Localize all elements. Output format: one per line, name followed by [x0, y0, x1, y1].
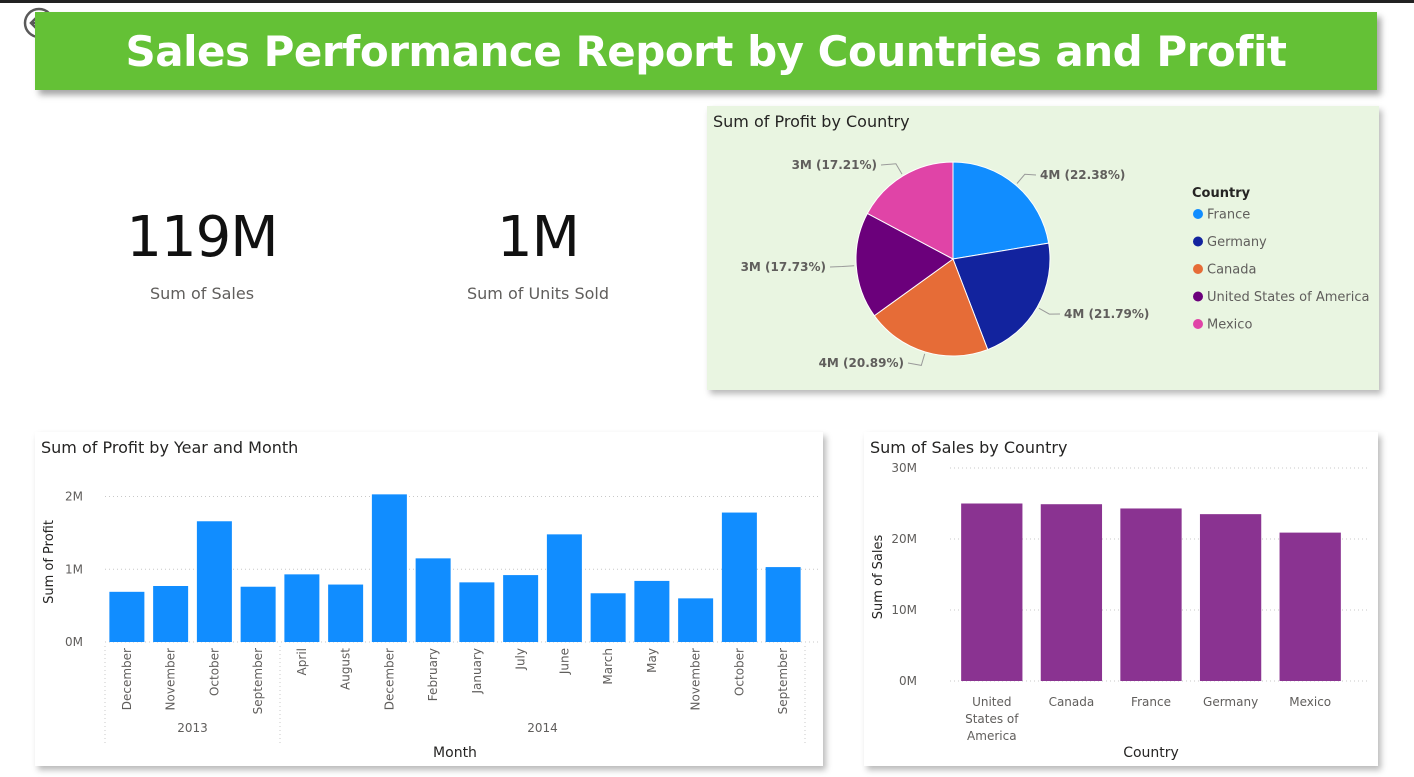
- x-tick-label: September: [251, 648, 265, 714]
- bar: [1120, 508, 1182, 681]
- kpi-value: 119M: [126, 205, 278, 270]
- bar: [1040, 504, 1103, 681]
- profit-by-country-card[interactable]: Sum of Profit by Country 4M (22.38%) 4M (…: [707, 106, 1379, 390]
- x-tick-label: December: [120, 648, 134, 710]
- pie-slice: [952, 242, 1051, 351]
- legend-marker: [1193, 319, 1203, 329]
- leader-line: [1016, 173, 1037, 184]
- page-title: Sales Performance Report by Countries an…: [125, 26, 1287, 76]
- data-label: 4M (20.89%): [819, 356, 904, 370]
- y-tick-label: 1M: [65, 562, 83, 576]
- legend-item: Canada: [1207, 263, 1256, 278]
- x-tick-label: October: [732, 648, 746, 696]
- x-axis-title: Country: [1123, 745, 1179, 761]
- pie-slice: [952, 161, 1050, 260]
- bar-chart: 0M 1M 2M Sum of Profit December November Octob…: [42, 490, 820, 761]
- legend-marker: [1193, 264, 1203, 274]
- data-label: 3M (17.73%): [741, 260, 826, 274]
- x-tick-label: April: [295, 648, 309, 675]
- y-tick-label: 20M: [891, 532, 917, 546]
- x-tick-label: December: [382, 648, 396, 710]
- bar: [634, 580, 670, 642]
- y-tick-label: 0M: [899, 674, 917, 688]
- x-group-label: 2013: [177, 721, 208, 735]
- bar: [1279, 532, 1341, 681]
- bar: [153, 586, 189, 642]
- x-tick-label: Germany: [1203, 695, 1258, 709]
- data-label: 4M (21.79%): [1064, 307, 1149, 321]
- bar: [371, 494, 407, 642]
- bar: [721, 512, 757, 642]
- bar: [1199, 514, 1262, 681]
- data-label: 3M (17.21%): [792, 158, 877, 172]
- bar: [546, 534, 582, 642]
- y-tick-label: 30M: [891, 461, 917, 475]
- pie-slice: [866, 161, 954, 260]
- bar: [240, 586, 276, 642]
- x-tick-label: September: [776, 648, 790, 714]
- x-tick-label: United States of America: [965, 695, 1019, 743]
- bar: [415, 558, 451, 642]
- y-tick-label: 10M: [891, 603, 917, 617]
- bar: [503, 575, 539, 642]
- kpi-label: Sum of Sales: [149, 284, 255, 303]
- x-tick-label: March: [601, 648, 615, 685]
- x-group-label: 2014: [527, 721, 558, 735]
- x-tick-label: June: [557, 648, 571, 675]
- pie-slice: [873, 258, 989, 357]
- title-banner: Sales Performance Report by Countries an…: [35, 12, 1377, 90]
- y-tick-label: 2M: [65, 490, 83, 504]
- y-tick-label: 0M: [65, 635, 83, 649]
- legend-title: Country: [1192, 186, 1251, 201]
- legend-marker: [1193, 291, 1203, 302]
- bar: [328, 584, 364, 642]
- data-label: 4M (22.38%): [1040, 168, 1125, 182]
- sales-by-country-card[interactable]: Sum of Sales by Country 0M 10M 20M 30M Sum o…: [864, 432, 1378, 766]
- legend-item: France: [1207, 208, 1250, 223]
- kpi-card-units[interactable]: 1M Sum of Units Sold: [438, 205, 638, 304]
- x-tick-label: Canada: [1049, 695, 1095, 709]
- x-tick-label: October: [207, 648, 221, 696]
- x-tick-label: Mexico: [1289, 695, 1331, 709]
- leader-line: [880, 163, 903, 175]
- chart-title: Sum of Profit by Country: [713, 112, 910, 131]
- x-tick-label: August: [339, 648, 353, 690]
- x-tick-label: November: [164, 648, 178, 710]
- bar: [961, 503, 1023, 681]
- x-tick-label: May: [645, 648, 659, 673]
- bar: [765, 567, 801, 642]
- bar-chart: 0M 10M 20M 30M Sum of Sales United States of Am…: [871, 461, 1370, 761]
- pie-chart: 4M (22.38%) 4M (21.79%) 4M (20.89%) 3M (17.…: [741, 158, 1370, 370]
- leader-line: [1038, 307, 1061, 315]
- profit-by-month-card[interactable]: Sum of Profit by Year and Month 0M 1M 2M Su…: [35, 432, 823, 766]
- bar: [459, 582, 495, 642]
- bar: [109, 591, 145, 642]
- kpi-card-sales[interactable]: 119M Sum of Sales: [102, 205, 302, 304]
- leader-line: [829, 265, 855, 268]
- x-tick-label: February: [426, 648, 440, 701]
- top-border: [0, 0, 1414, 3]
- legend-marker: [1193, 236, 1203, 247]
- y-axis-title: Sum of Sales: [871, 535, 886, 620]
- legend-marker: [1193, 209, 1203, 219]
- x-axis-title: Month: [433, 745, 477, 761]
- x-tick-label: November: [689, 648, 703, 710]
- kpi-value: 1M: [497, 205, 580, 270]
- legend-item: Germany: [1207, 235, 1267, 250]
- x-tick-label: January: [470, 648, 484, 695]
- bar: [196, 521, 232, 642]
- bar: [590, 593, 626, 642]
- kpi-label: Sum of Units Sold: [466, 284, 609, 303]
- legend-item: United States of America: [1207, 290, 1369, 305]
- bar: [678, 598, 714, 642]
- x-tick-label: July: [514, 648, 528, 671]
- chart-title: Sum of Profit by Year and Month: [41, 438, 299, 457]
- leader-line: [907, 353, 926, 366]
- y-axis-title: Sum of Profit: [42, 520, 57, 604]
- pie-slice: [855, 212, 954, 317]
- bar: [284, 574, 320, 642]
- x-tick-label: France: [1131, 695, 1171, 709]
- chart-title: Sum of Sales by Country: [870, 438, 1068, 457]
- legend-item: Mexico: [1207, 318, 1252, 333]
